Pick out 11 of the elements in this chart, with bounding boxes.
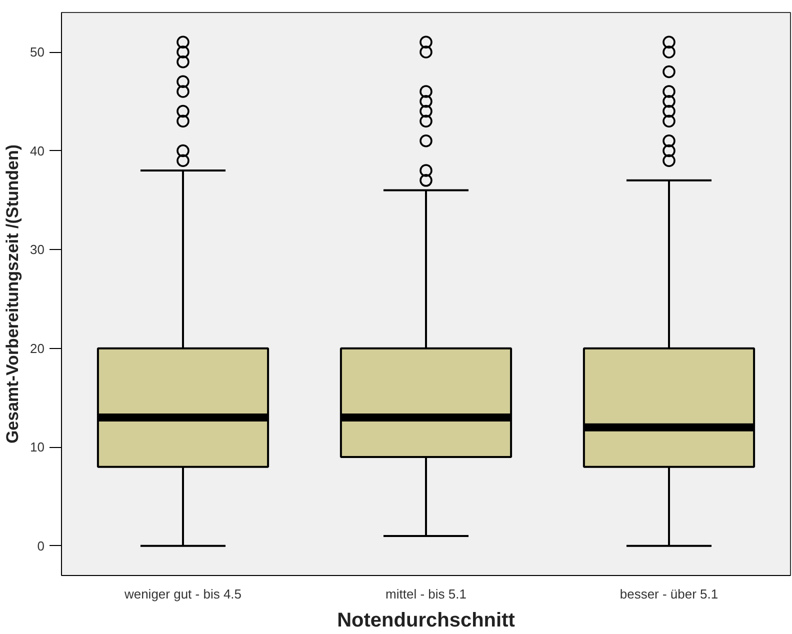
y-tick-label: 0 [37, 538, 45, 554]
y-tick-label: 50 [30, 44, 45, 60]
y-tick-label: 30 [30, 242, 45, 258]
x-tick-label: weniger gut - bis 4.5 [123, 586, 242, 602]
y-axis-title: Gesamt-Vorbereitungszeit /(Stunden) [3, 144, 22, 444]
y-tick-label: 40 [30, 143, 45, 158]
y-tick-label: 10 [30, 440, 45, 455]
x-axis-title: Notendurchschnitt [337, 610, 516, 632]
x-tick-label: mittel - bis 5.1 [386, 586, 466, 602]
y-tick-label: 20 [30, 340, 45, 356]
x-tick-label: besser - über 5.1 [620, 586, 718, 602]
